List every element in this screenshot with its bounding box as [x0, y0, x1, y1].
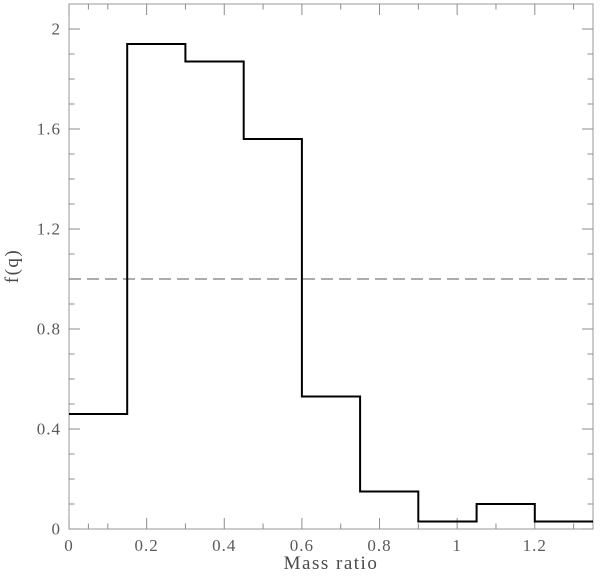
- y-tick-label: 1.6: [37, 120, 61, 139]
- x-axis-label: Mass ratio: [284, 553, 379, 574]
- x-tick-label: 0.6: [290, 536, 314, 555]
- histogram-series: [69, 43, 593, 523]
- x-tick-label: 0: [64, 536, 74, 555]
- axis-tick-labels: 0 0.2 0.4 0.6 0.8 1 1.2 0 0.4 0.8 1.2 1.6 2: [37, 20, 547, 556]
- y-tick-label: 0.4: [37, 420, 61, 439]
- y-axis-label: f(q): [2, 249, 23, 283]
- y-tick-label: 0: [52, 520, 62, 539]
- axis-ticks: [68, 4, 593, 530]
- x-tick-label: 1.2: [523, 536, 547, 555]
- y-tick-label: 2: [52, 20, 62, 39]
- histogram-step-path: [69, 43, 593, 523]
- plot-frame: [68, 3, 594, 530]
- x-tick-label: 0.4: [212, 536, 236, 555]
- x-tick-label: 0.2: [135, 536, 159, 555]
- y-tick-label: 0.8: [37, 320, 61, 339]
- x-tick-label: 1: [452, 536, 462, 555]
- frame-rect: [68, 3, 594, 530]
- x-tick-label: 0.8: [367, 536, 391, 555]
- y-tick-label: 1.2: [37, 220, 61, 239]
